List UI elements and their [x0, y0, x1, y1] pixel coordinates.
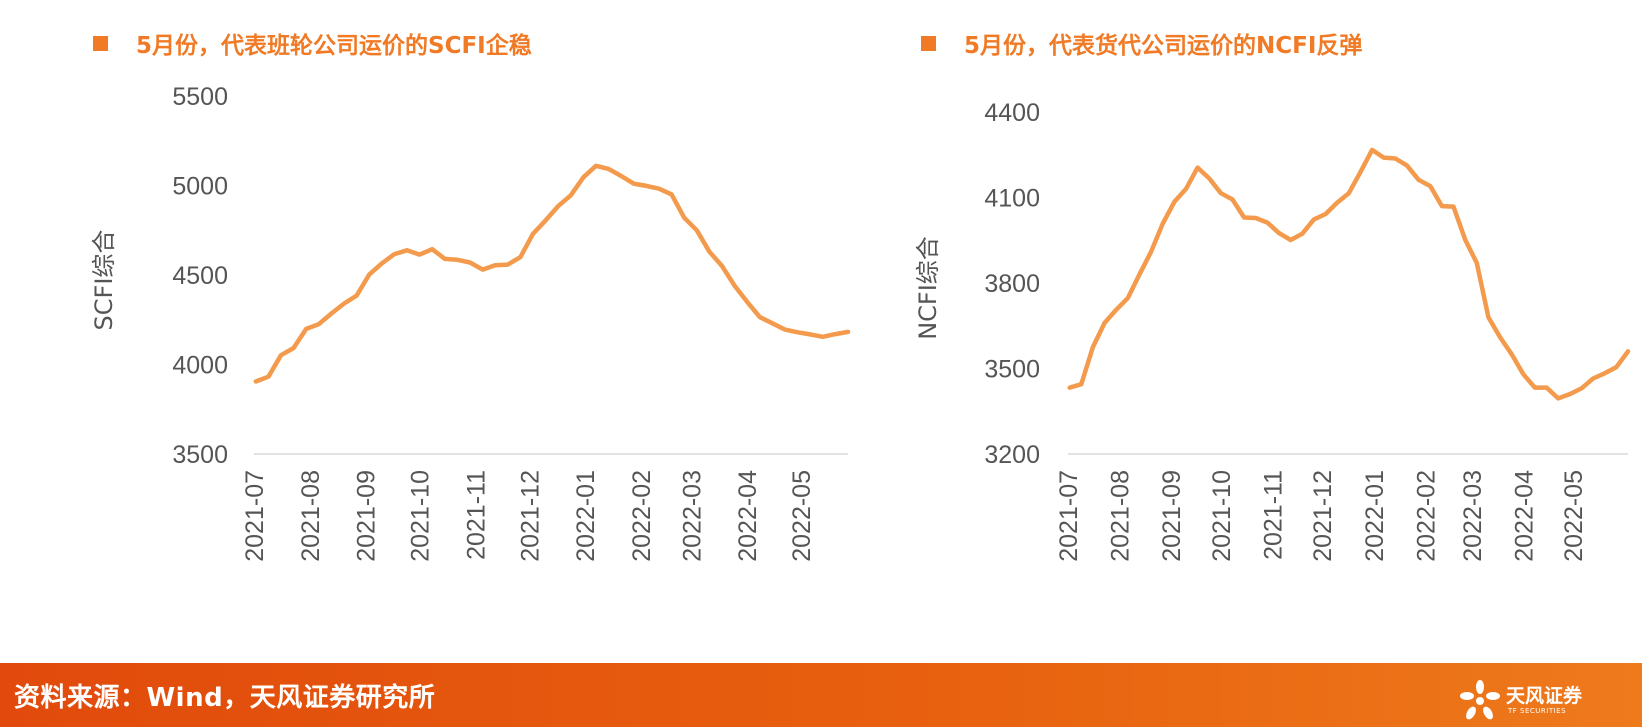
x-tick-label: 2022-04 — [734, 470, 762, 562]
chart-title-text: 5月份，代表班轮公司运价的SCFI企稳 — [136, 33, 532, 59]
x-tick-label: 2021-07 — [241, 470, 269, 562]
title-bullet-icon — [93, 35, 108, 51]
x-tick-label: 2022-01 — [1361, 470, 1389, 562]
logo-en: TF SECURITIES — [1508, 707, 1567, 715]
flower-logo-icon — [1460, 680, 1500, 720]
x-tick-label: 2022-05 — [788, 470, 816, 562]
x-tick-label: 2021-09 — [353, 470, 381, 562]
y-axis-label: NCFI综合 — [914, 236, 942, 340]
x-tick-label: 2022-03 — [1459, 470, 1487, 562]
y-tick-label: 3200 — [984, 441, 1040, 469]
series-line — [1067, 147, 1631, 401]
chart-title-text: 5月份，代表货代公司运价的NCFI反弹 — [964, 33, 1363, 59]
y-tick-label: 4000 — [172, 352, 228, 380]
x-tick-label: 2021-10 — [1208, 470, 1236, 562]
y-tick-label: 3500 — [172, 441, 228, 469]
chart-title-scfi: 5月份，代表班轮公司运价的SCFI企稳 — [93, 26, 532, 60]
x-tick-label: 2022-04 — [1510, 470, 1538, 562]
y-tick-label: 4400 — [984, 99, 1040, 127]
y-tick-label: 5500 — [172, 83, 228, 111]
chart-title-ncfi: 5月份，代表货代公司运价的NCFI反弹 — [921, 26, 1362, 60]
y-tick-label: 4100 — [984, 185, 1040, 213]
x-tick-label: 2022-03 — [678, 470, 706, 562]
footer-bar: 资料来源：Wind，天风证券研究所 天风证券 TF SECURITIES — [0, 663, 1642, 727]
x-tick-label: 2021-12 — [516, 470, 544, 562]
x-tick-label: 2022-02 — [1412, 470, 1440, 562]
y-axis-label: SCFI综合 — [90, 230, 118, 331]
logo-name: 天风证券 — [1506, 685, 1583, 707]
x-tick-label: 2021-10 — [407, 470, 435, 562]
source-note: 资料来源：Wind，天风证券研究所 — [14, 683, 436, 713]
brand-logo: 天风证券 TF SECURITIES — [1458, 679, 1618, 723]
y-tick-label: 5000 — [172, 173, 228, 201]
chart-0: 3500 4000 4500 5000 5500 SCFI综合 2021-07 2021-08… — [90, 83, 851, 562]
x-tick-label: 2022-02 — [628, 470, 656, 562]
x-tick-label: 2021-11 — [462, 470, 490, 560]
line-charts: 3500 4000 4500 5000 5500 SCFI综合 2021-07 2021-08… — [90, 83, 1631, 562]
y-tick-label: 3500 — [984, 356, 1040, 384]
x-tick-label: 2021-12 — [1309, 470, 1337, 562]
series-line — [253, 163, 851, 384]
x-tick-label: 2021-08 — [297, 470, 325, 562]
x-tick-label: 2021-07 — [1055, 470, 1083, 562]
x-tick-label: 2021-08 — [1107, 470, 1135, 562]
x-tick-label: 2022-05 — [1560, 470, 1588, 562]
x-tick-label: 2021-09 — [1158, 470, 1186, 562]
chart-1: 3200 3500 3800 4100 4400 NCFI综合 2021-07 2021-08… — [914, 99, 1631, 562]
title-bullet-icon — [921, 35, 936, 51]
y-tick-label: 3800 — [984, 270, 1040, 298]
x-tick-label: 2021-11 — [1259, 470, 1287, 560]
x-tick-label: 2022-01 — [572, 470, 600, 562]
y-tick-label: 4500 — [172, 262, 228, 290]
